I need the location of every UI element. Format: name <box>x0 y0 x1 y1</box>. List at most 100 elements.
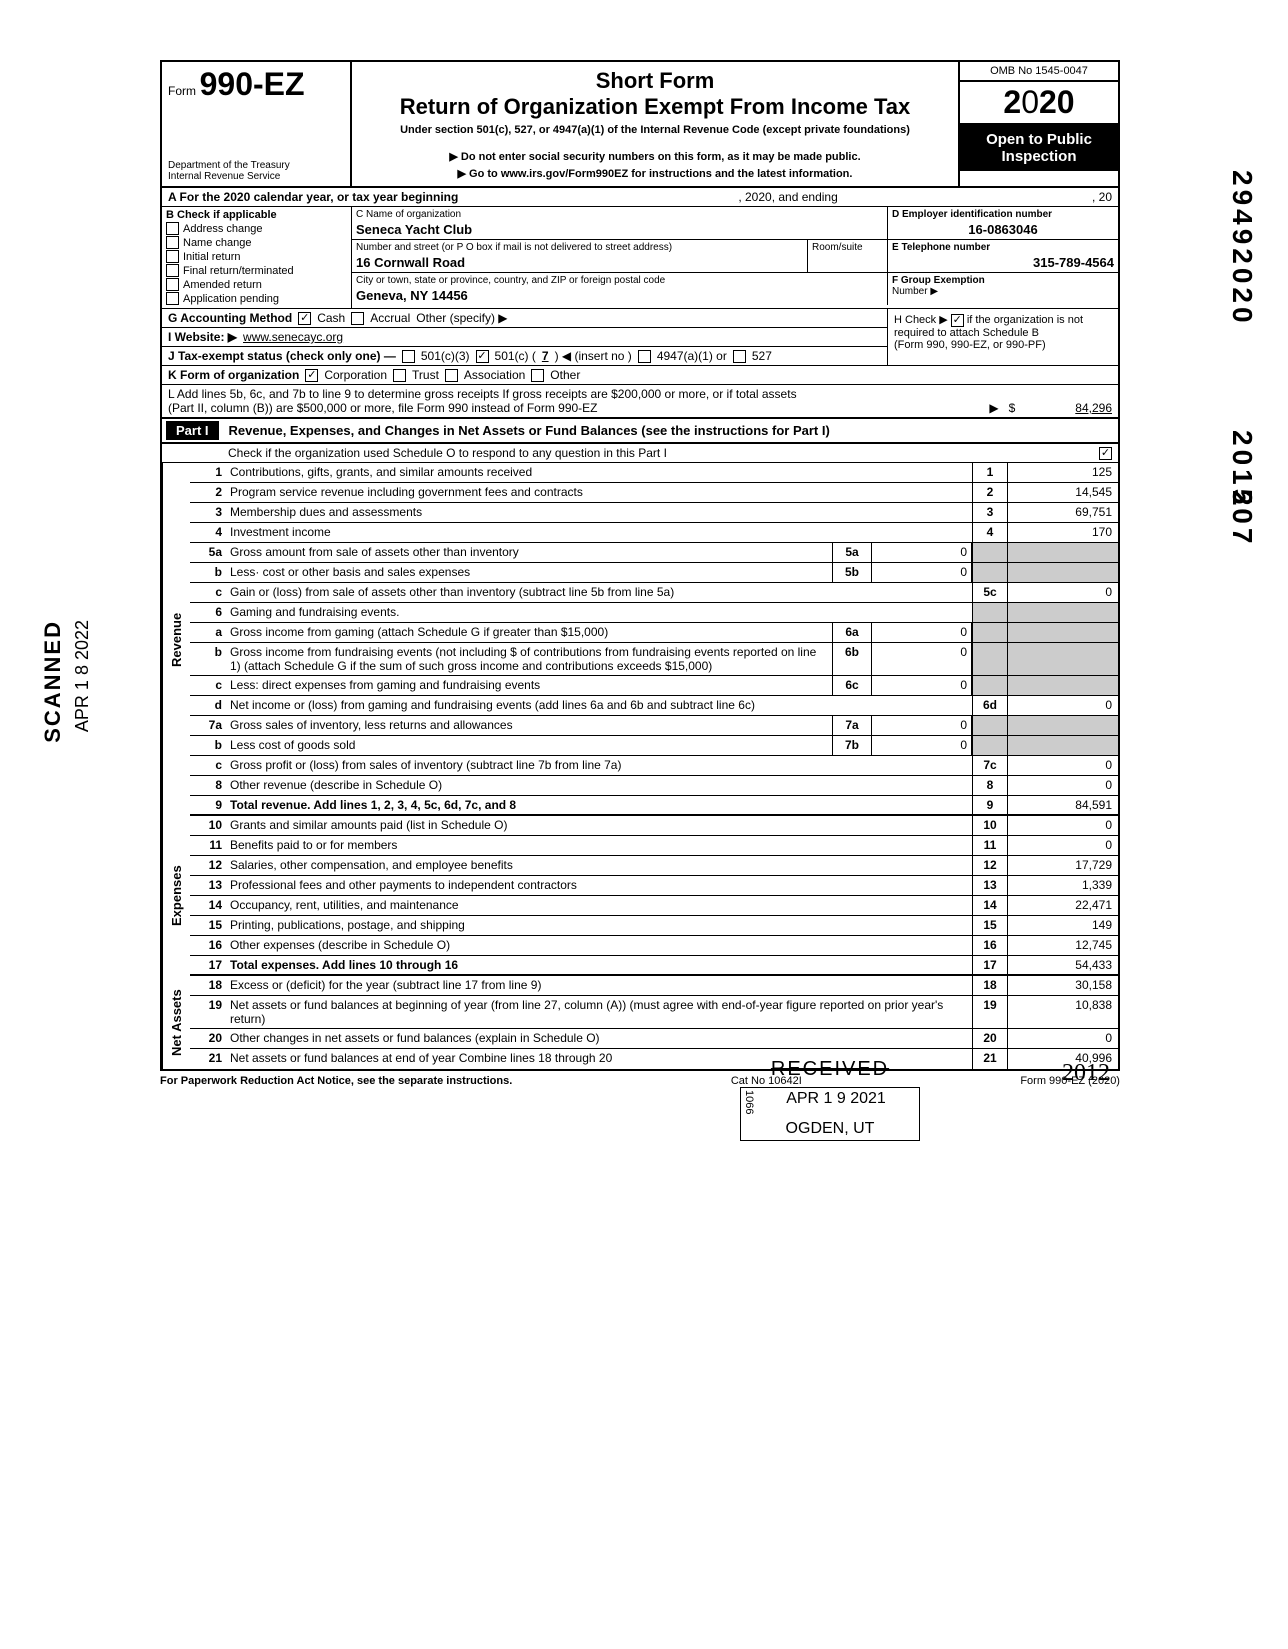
ln7a-rt <box>972 716 1008 735</box>
ln8-no: 8 <box>190 776 226 795</box>
received-date: APR 1 9 2021 <box>743 1090 917 1108</box>
group-ex-label2: Number ▶ <box>892 286 1114 297</box>
scanned-date: APR 1 8 2022 <box>72 620 93 732</box>
net-assets-label: Net Assets <box>162 976 190 1069</box>
chk-501c[interactable]: ✓ <box>476 350 489 363</box>
ln14-rt: 14 <box>972 896 1008 915</box>
received-city: OGDEN, UT <box>743 1120 917 1138</box>
ln10-val: 0 <box>1008 816 1118 835</box>
section-a-mid: , 2020, and ending <box>738 190 837 204</box>
ln5b-no: b <box>190 563 226 582</box>
ln7c-desc: Gross profit or (loss) from sales of inv… <box>226 756 972 775</box>
ln6c-mid: 6c <box>832 676 872 695</box>
footer-left: For Paperwork Reduction Act Notice, see … <box>160 1075 512 1087</box>
chk-other-label: Other (specify) ▶ <box>416 311 507 325</box>
ln19-no: 19 <box>190 996 226 1028</box>
ln18-rt: 18 <box>972 976 1008 995</box>
section-i-label: I Website: ▶ <box>168 330 237 344</box>
ln20-no: 20 <box>190 1029 226 1048</box>
ein-value: 16-0863046 <box>892 220 1114 237</box>
chk-501c-label: 501(c) ( <box>495 349 536 363</box>
ln7c-val: 0 <box>1008 756 1118 775</box>
ln5b-mid: 5b <box>832 563 872 582</box>
ln5b-desc: Less· cost or other basis and sales expe… <box>226 563 832 582</box>
ln3-val: 69,751 <box>1008 503 1118 522</box>
chk-other-org[interactable] <box>531 369 544 382</box>
ln2-rt: 2 <box>972 483 1008 502</box>
ln4-val: 170 <box>1008 523 1118 542</box>
ln15-val: 149 <box>1008 916 1118 935</box>
part1-label: Part I <box>166 421 219 440</box>
section-l-arrow: ▶ <box>989 401 998 415</box>
ln6-desc: Gaming and fundraising events. <box>226 603 972 622</box>
scanned-stamp: SCANNED <box>40 620 66 743</box>
chk-pending[interactable] <box>166 292 179 305</box>
ln4-desc: Investment income <box>226 523 972 542</box>
ln1-rt: 1 <box>972 463 1008 482</box>
section-l-value: 84,296 <box>1075 401 1112 415</box>
ln12-val: 17,729 <box>1008 856 1118 875</box>
handwritten-year: 2012 <box>1062 1060 1110 1087</box>
ln7c-no: c <box>190 756 226 775</box>
ln17-val: 54,433 <box>1008 956 1118 974</box>
chk-501c3[interactable] <box>402 350 415 363</box>
ln14-no: 14 <box>190 896 226 915</box>
addr-label: Number and street (or P O box if mail is… <box>356 242 803 253</box>
ln9-rt: 9 <box>972 796 1008 814</box>
section-a: A For the 2020 calendar year, or tax yea… <box>160 188 1120 207</box>
chk-501c3-label: 501(c)(3) <box>421 349 470 363</box>
chk-amended-label: Amended return <box>183 279 262 291</box>
ln6c-midval: 0 <box>872 676 972 695</box>
open-public: Open to Public Inspection <box>960 125 1118 171</box>
chk-cash[interactable]: ✓ <box>298 312 311 325</box>
ln6b-mid: 6b <box>832 643 872 675</box>
ln2-no: 2 <box>190 483 226 502</box>
ln11-desc: Benefits paid to or for members <box>226 836 972 855</box>
chk-assoc[interactable] <box>445 369 458 382</box>
chk-trust-label: Trust <box>412 368 439 382</box>
ln9-no: 9 <box>190 796 226 814</box>
ln19-desc: Net assets or fund balances at beginning… <box>226 996 972 1028</box>
section-l-text2: (Part II, column (B)) are $500,000 or mo… <box>168 401 598 415</box>
ln2-val: 14,545 <box>1008 483 1118 502</box>
right-small: 2 <box>1226 490 1258 510</box>
ln7b-no: b <box>190 736 226 755</box>
chk-accrual[interactable] <box>351 312 364 325</box>
ln5a-no: 5a <box>190 543 226 562</box>
ln18-val: 30,158 <box>1008 976 1118 995</box>
ln12-rt: 12 <box>972 856 1008 875</box>
ln10-no: 10 <box>190 816 226 835</box>
ln6c-no: c <box>190 676 226 695</box>
chk-schedule-o[interactable]: ✓ <box>1099 447 1112 460</box>
ln20-val: 0 <box>1008 1029 1118 1048</box>
ln19-rt: 19 <box>972 996 1008 1028</box>
right-number-2: 201507 <box>1226 430 1258 547</box>
chk-amended[interactable] <box>166 278 179 291</box>
warn1: ▶ Do not enter social security numbers o… <box>360 150 950 163</box>
chk-trust[interactable] <box>393 369 406 382</box>
ln7a-val <box>1008 716 1118 735</box>
chk-final[interactable] <box>166 264 179 277</box>
501c-end: ) ◀ (insert no ) <box>555 349 632 363</box>
chk-corp[interactable]: ✓ <box>305 369 318 382</box>
ln12-no: 12 <box>190 856 226 875</box>
chk-schedule-b[interactable]: ✓ <box>951 314 964 327</box>
chk-name[interactable] <box>166 236 179 249</box>
tax-year: 2020 <box>960 82 1118 125</box>
section-h-text1: H Check ▶ <box>894 314 948 326</box>
chk-527[interactable] <box>733 350 746 363</box>
part1-title: Revenue, Expenses, and Changes in Net As… <box>229 423 830 438</box>
chk-4947[interactable] <box>638 350 651 363</box>
ln11-no: 11 <box>190 836 226 855</box>
ln7a-mid: 7a <box>832 716 872 735</box>
warn2: ▶ Go to www.irs.gov/Form990EZ for instru… <box>360 167 950 180</box>
form-header: Form 990-EZ Department of the Treasury I… <box>160 60 1120 188</box>
chk-address[interactable] <box>166 222 179 235</box>
ln17-desc: Total expenses. Add lines 10 through 16 <box>226 956 972 974</box>
ln6a-no: a <box>190 623 226 642</box>
ln17-rt: 17 <box>972 956 1008 974</box>
ln6d-val: 0 <box>1008 696 1118 715</box>
ln17-no: 17 <box>190 956 226 974</box>
chk-other-org-label: Other <box>550 368 580 382</box>
chk-initial[interactable] <box>166 250 179 263</box>
